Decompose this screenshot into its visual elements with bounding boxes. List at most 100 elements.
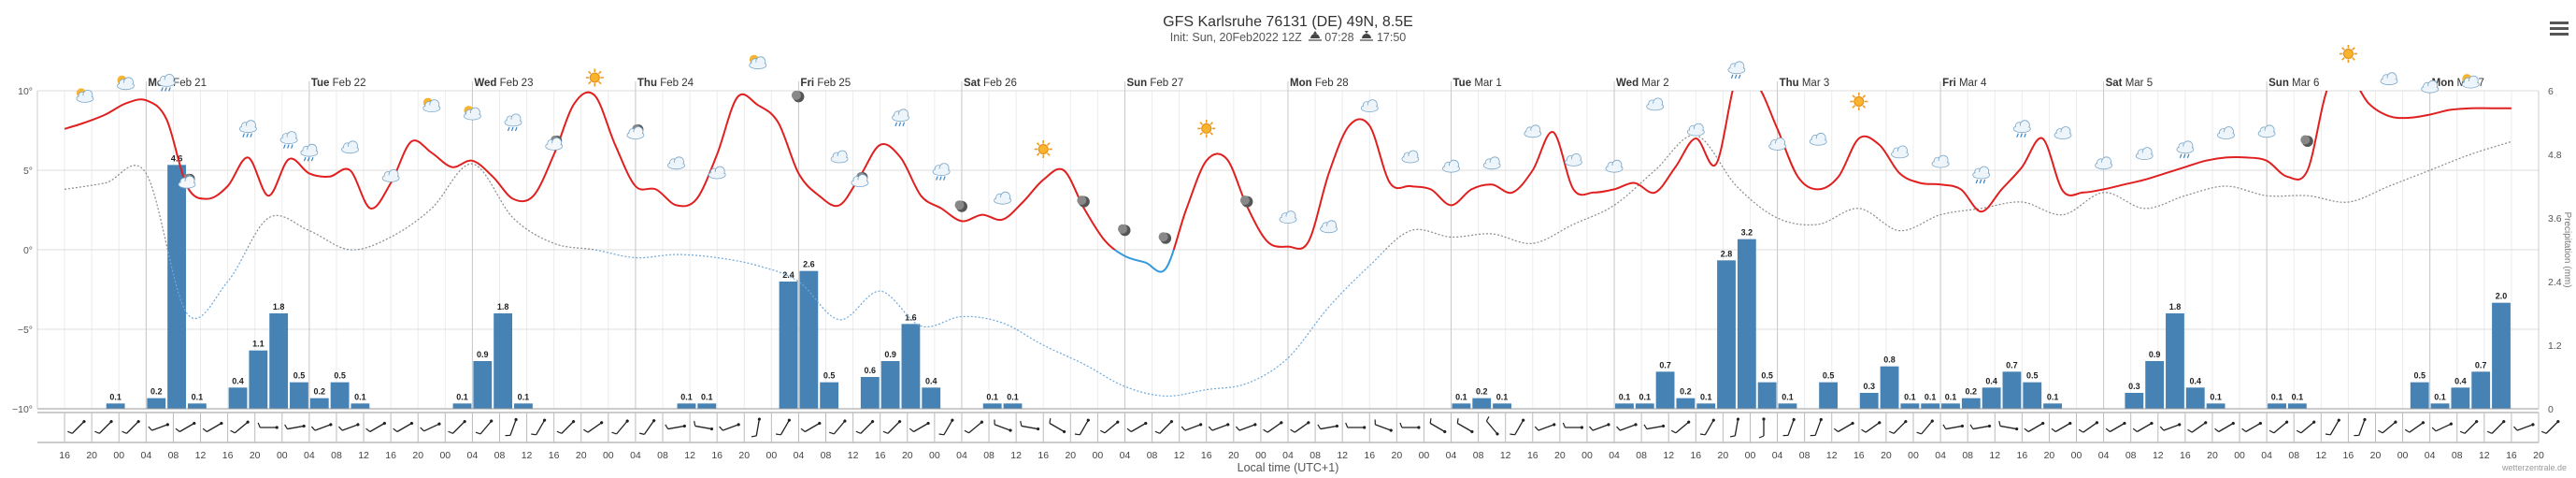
wind-barb-shaft: [509, 419, 517, 436]
wind-barb-head: [2204, 421, 2208, 425]
wind-barb-feather: [94, 430, 100, 434]
precip-bar-label: 4.6: [171, 153, 183, 163]
wind-barb-head: [1389, 428, 1393, 432]
wind-barb-shaft: [2273, 421, 2288, 434]
rain-drop: [287, 144, 290, 149]
wind-barb-shaft: [755, 419, 761, 436]
rain-drop: [161, 87, 164, 92]
weather-sun-icon: [1197, 119, 1216, 138]
wind-barb: [1670, 420, 1691, 434]
wind-barb: [2540, 420, 2560, 434]
wind-barb: [1616, 423, 1638, 431]
wind-barb-shaft: [2027, 422, 2044, 433]
cloud-shape: [934, 168, 950, 175]
wind-barb: [638, 419, 656, 435]
rain-drop: [310, 156, 314, 162]
wind-barb: [2513, 423, 2535, 431]
wind-barb-head: [625, 419, 629, 423]
wind-barb-head: [2015, 427, 2019, 431]
wind-barb-head: [2421, 421, 2426, 425]
cloud-shape: [2259, 130, 2275, 137]
hour-tick-label: 04: [304, 450, 315, 461]
hour-tick-label: 00: [2397, 450, 2409, 461]
precip-bar: [1737, 239, 1756, 409]
precip-bar: [2410, 382, 2429, 409]
hour-tick-label: 12: [1663, 450, 1674, 461]
wind-barb-feather: [2214, 427, 2220, 432]
cloud-shape: [1362, 105, 1378, 111]
rain-drop: [250, 133, 252, 138]
precip-bar-label: 0.1: [2210, 392, 2222, 401]
wind-barb-shaft: [616, 420, 628, 435]
hour-tick-label: 00: [1093, 450, 1104, 461]
wind-barb-shaft: [1021, 425, 1038, 430]
wind-barb-head: [1226, 423, 1230, 427]
cloud-shape: [77, 95, 93, 102]
weather-moon-cloud-icon: [178, 173, 196, 189]
wind-barb-head: [709, 427, 714, 431]
cloud-shape: [1688, 128, 1704, 136]
wind-barb: [2296, 420, 2316, 434]
precip-bar: [2492, 302, 2511, 409]
weather-cloud-icon: [1768, 137, 1786, 151]
wind-barb-feather: [2486, 430, 2493, 434]
day-label-weekday: Sat: [964, 78, 983, 89]
wind-barb-feather: [775, 433, 781, 436]
wind-barb-shaft: [2137, 422, 2153, 433]
day-label-weekday: Wed: [1616, 78, 1641, 89]
hour-tick-label: 00: [603, 450, 614, 461]
weather-cloud-sun-icon: [76, 88, 94, 103]
precip-bar: [1003, 403, 1023, 409]
day-label-weekday: Fri: [800, 78, 817, 89]
day-label: Fri Mar 4: [1942, 78, 1987, 89]
precip-bar-label: 2.6: [803, 260, 815, 269]
wind-barb-head: [1009, 428, 1012, 432]
wind-barb-shaft: [723, 424, 739, 431]
precip-bar: [2023, 382, 2042, 409]
wind-barb: [1485, 416, 1499, 436]
weather-sun-icon: [1850, 93, 1868, 110]
day-label: Mon Feb 21: [148, 78, 207, 89]
wind-barb-head: [2363, 417, 2367, 422]
wind-barb: [448, 420, 466, 434]
wind-barb-shaft: [234, 421, 249, 434]
hour-tick-label: 20: [412, 450, 423, 461]
precip-bar-label: 0.5: [823, 371, 836, 381]
hour-tick-label: 12: [1500, 450, 1511, 461]
wind-barb-feather: [1235, 426, 1240, 431]
weather-cloud-sun-icon: [117, 75, 135, 91]
chart-menu-button[interactable]: [2548, 19, 2570, 39]
hour-tick-label: 20: [1881, 450, 1892, 461]
wind-barb-head: [1335, 424, 1339, 428]
cloud-shape: [1647, 103, 1663, 110]
moon-shade: [1239, 196, 1250, 206]
wind-barb-shaft: [1619, 424, 1637, 431]
wind-barb-head: [1736, 417, 1740, 421]
wind-barb: [665, 424, 686, 430]
wind-barb: [1643, 424, 1666, 430]
sun-ray: [1036, 142, 1040, 146]
precip-bar-label: 0.1: [354, 392, 366, 401]
rain-drop: [165, 87, 167, 92]
wind-barb-head: [2041, 421, 2045, 426]
day-label-date: Feb 28: [1315, 78, 1349, 89]
precip-bar: [228, 387, 248, 409]
wind-barb: [1181, 423, 1203, 431]
wind-barb: [1235, 423, 1257, 431]
wind-barb-shaft: [1429, 422, 1446, 433]
wind-barb-shaft: [423, 423, 440, 432]
wind-barb-shaft: [2191, 422, 2207, 433]
wind-barb-head: [1960, 424, 1965, 428]
wind-barb-feather: [1729, 435, 1736, 438]
rain-drop: [168, 87, 171, 92]
sun-disc: [589, 72, 600, 83]
precip-bar-label: 0.1: [1945, 392, 1957, 401]
moon-shade: [1077, 196, 1087, 206]
wind-barb-head: [1819, 417, 1823, 422]
wind-barb: [2078, 421, 2099, 433]
hour-tick-label: 08: [1147, 450, 1158, 461]
wind-barb-feather: [2078, 428, 2084, 433]
hour-tick-label: 00: [1745, 450, 1756, 461]
weather-cloud-icon: [341, 140, 359, 154]
wind-barb-shaft: [1267, 422, 1282, 433]
